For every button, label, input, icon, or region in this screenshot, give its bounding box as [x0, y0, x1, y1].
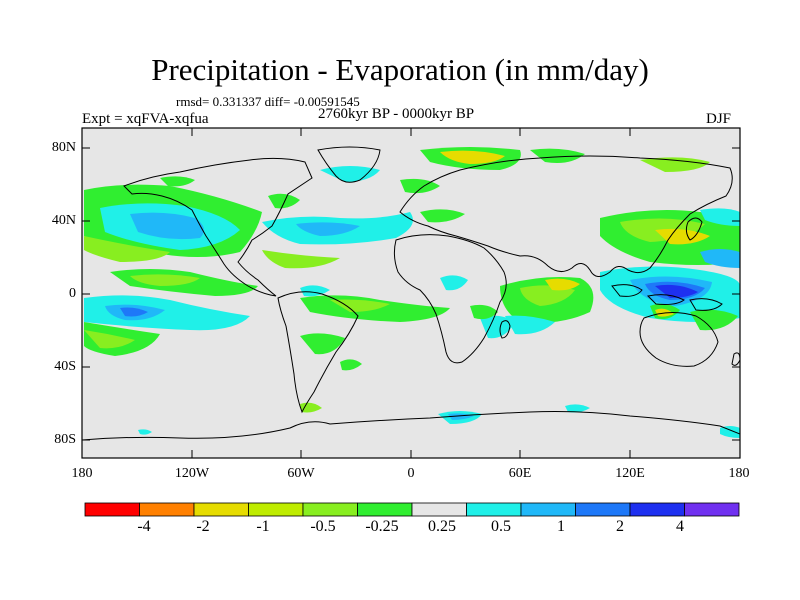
colorbar-swatch: [139, 502, 195, 517]
season-label: DJF: [706, 111, 732, 127]
coastline-greenland: [317, 146, 381, 183]
coastline-madagascar: [499, 320, 511, 339]
anomaly-region: [130, 274, 200, 286]
colorbar-label: 0.25: [428, 518, 456, 535]
coastline-antarctica: [82, 411, 740, 441]
x-tick-label: 120W: [174, 466, 210, 481]
colorbar-swatch: [684, 502, 740, 517]
colorbar-swatch: [575, 502, 631, 517]
anomaly-region: [268, 193, 300, 209]
colorbar-swatch: [411, 502, 467, 517]
anomaly-region: [655, 284, 698, 298]
anomaly-region: [340, 359, 362, 371]
coastline-north-america: [123, 157, 313, 297]
x-tick-label: 180: [728, 466, 750, 481]
anomaly-region: [84, 295, 250, 331]
anomaly-region: [545, 278, 580, 291]
anomaly-region: [565, 404, 590, 413]
anomaly-region: [160, 176, 195, 187]
stats-label: rmsd= 0.331337 diff= -0.00591545: [176, 94, 360, 109]
experiment-label: Expt = xqFVA-xqfua: [82, 111, 209, 127]
colorbar-swatch: [629, 502, 685, 517]
anomaly-region: [440, 275, 468, 291]
x-tick-label: 180: [71, 466, 93, 481]
anomaly-region: [690, 309, 738, 331]
anomaly-field: [84, 147, 740, 438]
anomaly-region: [440, 150, 505, 164]
x-tick-label: 120E: [615, 466, 645, 481]
anomaly-region: [700, 249, 740, 268]
anomaly-region: [330, 299, 390, 312]
colorbar-label: 1: [557, 518, 565, 535]
anomaly-region: [320, 166, 380, 182]
colorbar-label: 0.5: [491, 518, 511, 535]
anomaly-region: [84, 330, 135, 349]
coastline-eurasia: [399, 155, 733, 277]
anomaly-region: [655, 228, 710, 245]
x-tick-label: 0: [407, 466, 415, 481]
colorbar-swatch: [357, 502, 413, 517]
anomaly-region: [640, 157, 710, 172]
anomaly-region: [700, 208, 740, 226]
anomaly-region: [720, 426, 740, 438]
colorbar-label: -0.5: [310, 518, 336, 535]
colorbar-label: -2: [196, 518, 210, 535]
colorbar-swatch: [520, 502, 576, 517]
anomaly-region: [300, 333, 345, 355]
colorbar: [84, 502, 740, 517]
anomaly-region: [530, 148, 585, 163]
coastline-south-america: [277, 291, 359, 414]
y-tick-label: 80N: [51, 140, 76, 155]
colorbar-swatch: [466, 502, 522, 517]
colorbar-label: -0.25: [365, 518, 399, 535]
colorbar-label: 4: [676, 518, 684, 535]
y-tick-label: 80S: [54, 432, 76, 447]
coastline-japan: [685, 217, 703, 241]
anomaly-region: [520, 285, 575, 306]
anomaly-region: [130, 212, 204, 240]
coastline-africa: [393, 234, 507, 364]
plot-title: Precipitation - Evaporation (in mm/day): [151, 52, 649, 87]
coastline-indonesia: [611, 284, 723, 311]
colorbar-swatch: [84, 502, 140, 517]
anomaly-region: [420, 209, 465, 223]
period-label: 2760kyr BP - 0000kyr BP: [318, 106, 475, 122]
anomaly-region: [84, 236, 170, 262]
x-tick-label: 60E: [508, 466, 532, 481]
anomaly-region: [296, 222, 360, 236]
anomaly-region: [120, 307, 148, 317]
anomaly-region: [480, 315, 515, 339]
anomaly-region: [138, 429, 152, 435]
anomaly-region: [505, 315, 555, 335]
anomaly-region: [470, 304, 498, 320]
colorbar-swatch: [302, 502, 358, 517]
colorbar-label: 2: [616, 518, 624, 535]
colorbar-swatch: [193, 502, 249, 517]
y-ticks: [82, 147, 740, 441]
coastline-australia: [639, 312, 719, 367]
x-ticks: [191, 128, 631, 458]
y-tick-label: 40S: [54, 359, 76, 374]
colorbar-label: -1: [256, 518, 270, 535]
colorbar-label: -4: [137, 518, 151, 535]
colorbar-swatch: [248, 502, 304, 517]
anomaly-region: [262, 250, 340, 269]
y-tick-label: 0: [69, 286, 76, 301]
x-tick-label: 60W: [287, 466, 315, 481]
y-tick-label: 40N: [51, 213, 76, 228]
